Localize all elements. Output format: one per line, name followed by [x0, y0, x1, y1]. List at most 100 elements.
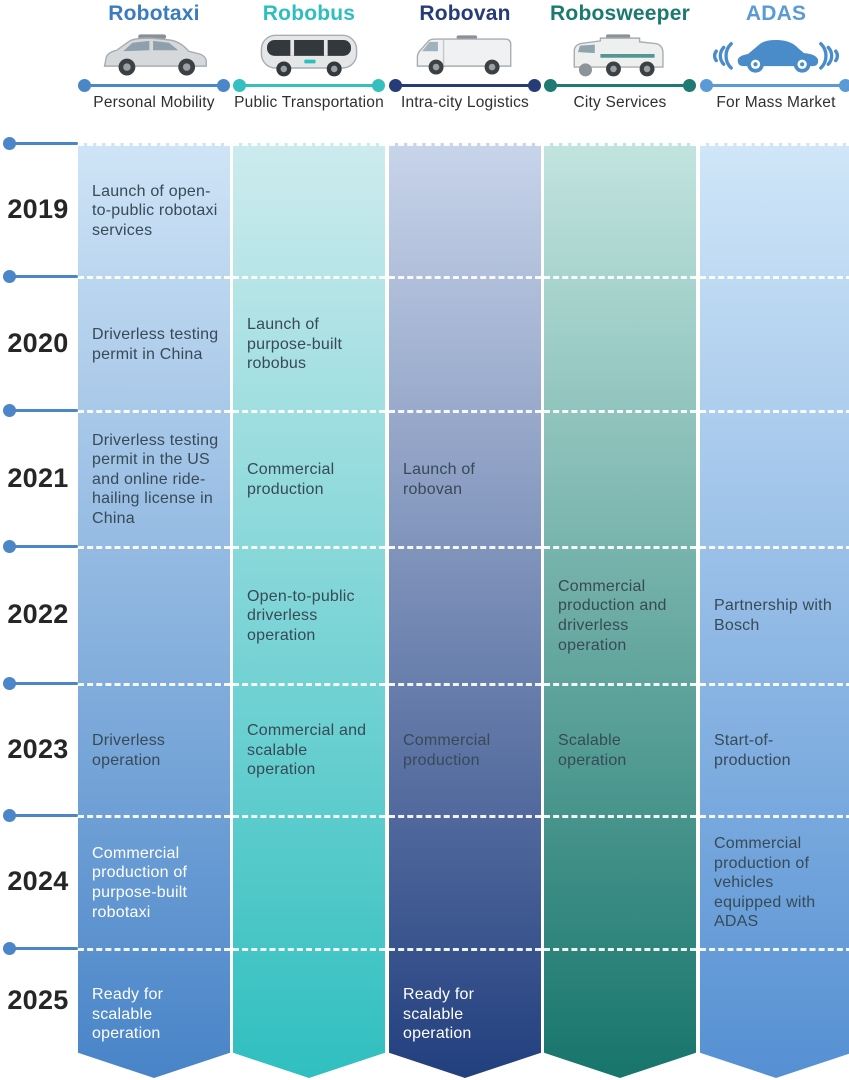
year-label: 2024	[7, 866, 69, 896]
column-header-adas: ADAS For Mass Market	[700, 0, 849, 143]
milestone-cell	[233, 948, 385, 1078]
year-label: 2025	[7, 985, 69, 1015]
milestone-cell	[78, 546, 230, 683]
milestone-cell	[700, 143, 849, 276]
milestone-cell: Ready for scalable operation	[78, 948, 230, 1078]
column-banner-adas: Partnership with Bosch Start-of-producti…	[700, 143, 849, 1078]
milestone-cell	[389, 546, 541, 683]
robotaxi-car-icon	[84, 27, 224, 81]
milestone-cell	[544, 815, 696, 948]
timeline-tick	[9, 275, 78, 278]
column-header-robobus: Robobus Public Transportation	[233, 0, 385, 143]
timeline-tick	[9, 142, 78, 145]
adas-car-signal-icon	[706, 27, 846, 81]
milestone-cell: Commercial production	[389, 683, 541, 815]
column-banner-robosweeper: Commercial production and driverless ope…	[544, 143, 696, 1078]
milestone-text: Ready for scalable operation	[403, 986, 475, 1043]
column-title: ADAS	[745, 2, 807, 25]
milestone-cell: Launch of robovan	[389, 410, 541, 546]
milestone-text: Scalable operation	[558, 731, 627, 769]
milestone-cell	[544, 276, 696, 410]
milestone-text: Partnership with Bosch	[714, 597, 832, 634]
robovan-van-icon	[395, 27, 535, 81]
timeline-tick	[9, 682, 78, 685]
milestone-text: Commercial production	[403, 731, 491, 769]
milestone-cell: Driverless testing permit in the US and …	[78, 410, 230, 546]
milestone-text: Open-to-public driverless operation	[247, 587, 355, 644]
timeline-underline	[550, 84, 690, 87]
milestone-cell: Start-of-production	[700, 683, 849, 815]
milestone-text: Start-of-production	[714, 731, 791, 769]
milestone-cell	[389, 143, 541, 276]
timeline-underline	[239, 84, 379, 87]
milestone-cell: Commercial production of vehicles equipp…	[700, 815, 849, 948]
robobus-shuttle-icon	[239, 27, 379, 81]
milestone-cell	[389, 815, 541, 948]
column-header-robosweeper: Robosweeper City Services	[544, 0, 696, 143]
column-title: Robosweeper	[550, 2, 690, 25]
column-subtitle: Personal Mobility	[93, 94, 215, 111]
timeline-tick	[9, 947, 78, 950]
year-label: 2022	[7, 599, 69, 629]
year-label: 2021	[7, 462, 69, 493]
timeline-underline	[84, 84, 224, 87]
column-header-robotaxi: Robotaxi Personal Mobility	[78, 0, 230, 143]
column-banner-robovan: Launch of robovan Commercial production …	[389, 143, 541, 1078]
milestone-cell: Commercial production	[233, 410, 385, 546]
milestone-text: Launch of open-to-public robotaxi servic…	[92, 182, 218, 239]
year-label: 2023	[7, 733, 69, 764]
milestone-text: Ready for scalable operation	[92, 986, 164, 1043]
column-banner-robobus: Launch of purpose-built robobus Commerci…	[233, 143, 385, 1078]
milestone-cell: Scalable operation	[544, 683, 696, 815]
column-header-robovan: Robovan Intra-city Logistics	[389, 0, 541, 143]
column-subtitle: Intra-city Logistics	[400, 94, 530, 111]
milestone-cell: Commercial production of purpose-built r…	[78, 815, 230, 948]
milestone-cell: Ready for scalable operation	[389, 948, 541, 1078]
milestone-cell	[233, 143, 385, 276]
milestone-text: Launch of robovan	[403, 460, 476, 498]
milestone-cell	[544, 948, 696, 1078]
underline-dot-right	[217, 79, 230, 92]
milestone-cell: Commercial production and driverless ope…	[544, 546, 696, 683]
column-title: Robotaxi	[108, 2, 200, 25]
milestone-cell	[700, 276, 849, 410]
milestone-cell	[544, 410, 696, 546]
milestone-text: Driverless operation	[92, 731, 166, 769]
milestone-text: Commercial production	[247, 460, 335, 498]
timeline-underline	[706, 84, 846, 87]
robosweeper-truck-icon	[550, 27, 690, 81]
milestone-cell	[389, 276, 541, 410]
column-banner-robotaxi: Launch of open-to-public robotaxi servic…	[78, 143, 230, 1078]
milestone-cell: Launch of purpose-built robobus	[233, 276, 385, 410]
milestone-text: Commercial and scalable operation	[247, 722, 367, 779]
underline-dot-right	[528, 79, 541, 92]
column-subtitle: For Mass Market	[716, 94, 836, 111]
milestone-text: Driverless testing permit in the US and …	[92, 431, 219, 527]
underline-dot-right	[372, 79, 385, 92]
milestone-cell: Launch of open-to-public robotaxi servic…	[78, 143, 230, 276]
column-subtitle: Public Transportation	[234, 94, 384, 111]
underline-dot-right	[839, 79, 849, 92]
underline-dot-right	[683, 79, 696, 92]
milestone-cell: Driverless testing permit in China	[78, 276, 230, 410]
milestone-cell	[544, 143, 696, 276]
column-title: Robobus	[262, 2, 356, 25]
milestone-cell: Commercial and scalable operation	[233, 683, 385, 815]
milestone-cell: Driverless operation	[78, 683, 230, 815]
milestone-text: Commercial production of purpose-built r…	[92, 844, 188, 921]
year-label: 2020	[7, 327, 69, 358]
milestone-cell	[700, 410, 849, 546]
milestone-cell	[233, 815, 385, 948]
milestone-text: Commercial production of vehicles equipp…	[714, 835, 816, 931]
milestone-cell: Partnership with Bosch	[700, 546, 849, 683]
year-label: 2019	[7, 194, 69, 224]
milestone-cell	[700, 948, 849, 1078]
milestone-text: Launch of purpose-built robobus	[247, 316, 343, 373]
column-title: Robovan	[419, 2, 511, 25]
milestone-text: Commercial production and driverless ope…	[558, 577, 667, 654]
timeline-tick	[9, 545, 78, 548]
timeline-underline	[395, 84, 535, 87]
milestone-text: Driverless testing permit in China	[92, 325, 219, 363]
column-subtitle: City Services	[573, 94, 667, 111]
